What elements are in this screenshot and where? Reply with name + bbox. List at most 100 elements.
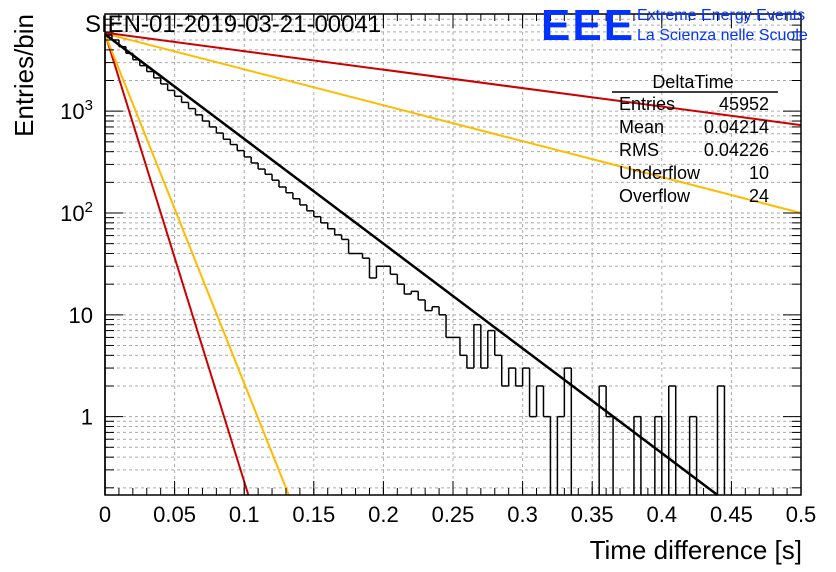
histogram-bin xyxy=(187,102,196,110)
histogram-bin xyxy=(500,355,509,387)
x-tick-label: 0.1 xyxy=(229,502,260,527)
histogram-bin xyxy=(292,192,300,200)
x-tick-label: 0 xyxy=(99,502,111,527)
histogram-bin xyxy=(271,174,279,181)
y-tick-label: 10 xyxy=(69,303,93,328)
x-tick-label: 0.3 xyxy=(507,502,538,527)
histogram-bin xyxy=(556,415,565,495)
histogram xyxy=(104,34,726,495)
histogram-bin xyxy=(424,299,433,312)
histogram-bin xyxy=(438,306,447,316)
histogram-bin xyxy=(466,355,474,369)
histogram-bin xyxy=(473,323,481,369)
histogram-bin xyxy=(159,77,168,85)
histogram-bin xyxy=(563,367,572,417)
histogram-bin xyxy=(445,314,453,339)
x-axis-label: Time difference [s] xyxy=(590,535,802,565)
histogram-bin xyxy=(313,210,321,218)
stats-overflow-value: 24 xyxy=(749,186,769,206)
reference-lines xyxy=(104,31,802,496)
histogram-bin xyxy=(403,284,412,295)
histogram-bin xyxy=(236,144,245,152)
x-tick-label: 0.35 xyxy=(571,502,614,527)
x-tick-labels: 0 0.05 0.1 0.15 0.2 0.25 0.3 0.35 0.4 0.45 0.5 xyxy=(99,502,816,527)
histogram-bin xyxy=(306,204,314,212)
histogram-bin xyxy=(688,415,697,495)
stats-rms-label: RMS xyxy=(619,140,659,160)
x-tick-label: 0.05 xyxy=(153,502,196,527)
grid xyxy=(105,13,801,495)
x-tick-label: 0.2 xyxy=(368,502,399,527)
histogram-bin xyxy=(208,121,217,128)
histogram-bin xyxy=(431,306,440,311)
chart-title: SIEN-01-2019-03-21-00041 xyxy=(85,11,381,38)
histogram-bin xyxy=(166,83,175,92)
histogram-bin xyxy=(542,385,551,418)
x-tick-label: 0.5 xyxy=(786,502,817,527)
histogram-bin xyxy=(229,139,238,146)
histogram-bin xyxy=(633,415,641,495)
histogram-bin xyxy=(285,186,293,194)
axis-ticks xyxy=(104,13,802,495)
histogram-bin xyxy=(480,324,488,369)
histogram-bin xyxy=(716,385,725,495)
stats-box-title: DeltaTime xyxy=(652,72,733,92)
y-tick-labels: 1 10 102 103 xyxy=(60,97,93,429)
histogram-bin xyxy=(507,367,516,386)
histogram-bin xyxy=(250,156,259,164)
reference-line-red-steep xyxy=(104,33,250,496)
histogram-bin xyxy=(521,367,530,386)
histogram-bin xyxy=(598,385,607,495)
eee-logo-text: EEE xyxy=(541,1,635,50)
histogram-bin xyxy=(243,150,252,158)
histogram-bin xyxy=(340,234,349,241)
stats-box: DeltaTime Entries 45952 Mean 0.04214 RMS… xyxy=(612,72,778,206)
histogram-bin xyxy=(654,415,662,495)
histogram-bin xyxy=(194,108,203,116)
fit-line-fit xyxy=(104,33,719,496)
stats-mean-label: Mean xyxy=(619,117,664,137)
histogram-bin xyxy=(389,266,398,276)
branding-line1: Extreme Energy Events xyxy=(637,7,805,24)
histogram-bin xyxy=(487,329,495,369)
histogram-bin xyxy=(535,385,544,417)
histogram-bin xyxy=(347,239,356,255)
x-tick-label: 0.45 xyxy=(710,502,753,527)
stats-entries-label: Entries xyxy=(619,94,675,114)
histogram-bin xyxy=(152,71,161,79)
branding-line2: La Scienza nelle Scuole xyxy=(637,27,808,44)
histogram-bin xyxy=(104,34,112,495)
histogram-bin xyxy=(668,385,676,495)
stats-mean-value: 0.04214 xyxy=(704,117,769,137)
histogram-bin xyxy=(264,169,273,176)
x-tick-label: 0.4 xyxy=(647,502,678,527)
histogram-bin xyxy=(215,126,224,134)
y-tick-label: 1 xyxy=(81,405,93,430)
histogram-bin xyxy=(201,114,210,122)
histogram-bin xyxy=(333,228,342,236)
histogram-bin xyxy=(361,253,370,259)
stats-underflow-label: Underflow xyxy=(619,163,701,183)
eee-logo: EEE Extreme Energy Events La Scienza nel… xyxy=(541,1,808,50)
y-tick-label: 103 xyxy=(60,97,93,124)
reference-line-red-shallow xyxy=(104,31,802,127)
histogram-bin xyxy=(396,274,405,285)
histogram-bin xyxy=(326,222,335,230)
reference-line-orange-steep xyxy=(104,33,290,496)
histogram-bin xyxy=(459,337,467,357)
stats-rms-value: 0.04226 xyxy=(704,140,769,160)
histogram-bin xyxy=(180,96,189,104)
stats-overflow-label: Overflow xyxy=(619,186,691,206)
histogram-bin xyxy=(299,198,307,206)
histogram-bin xyxy=(320,216,328,224)
histogram-bin xyxy=(278,180,286,188)
histogram-bin xyxy=(257,162,266,170)
histogram-bin xyxy=(514,368,523,387)
fit-line xyxy=(104,33,719,496)
histogram-bin xyxy=(494,330,502,357)
stats-entries-value: 45952 xyxy=(719,94,769,114)
x-tick-label: 0.15 xyxy=(292,502,335,527)
histogram-bin xyxy=(528,368,537,418)
x-tick-label: 0.25 xyxy=(432,502,475,527)
